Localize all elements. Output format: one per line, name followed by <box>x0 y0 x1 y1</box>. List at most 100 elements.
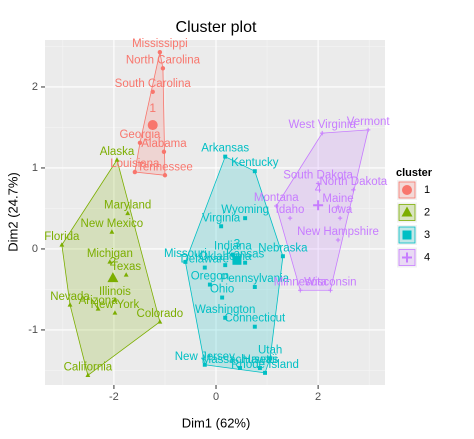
center-label: 3 <box>234 236 241 250</box>
point <box>183 259 188 264</box>
point <box>335 204 341 210</box>
point-label: Oregon <box>191 271 229 283</box>
point <box>238 366 242 370</box>
point-label: Minnesota <box>274 276 328 288</box>
point <box>320 130 325 136</box>
point <box>147 120 158 131</box>
point <box>401 206 413 217</box>
point <box>132 169 138 175</box>
y-tick-label: 0 <box>32 243 38 255</box>
point-label: Pennsylvania <box>221 273 290 285</box>
point <box>112 310 118 315</box>
point <box>107 259 113 264</box>
point-label: Illinois <box>99 286 131 298</box>
point-label: North Dakota <box>319 176 387 188</box>
point <box>243 216 248 221</box>
center-label: 2 <box>110 254 117 268</box>
point-label: Wyoming <box>221 204 269 216</box>
cluster-hull <box>61 158 161 376</box>
point-label: New Jersey <box>175 351 235 363</box>
point <box>137 140 143 146</box>
point <box>274 203 279 209</box>
point <box>252 324 257 329</box>
point-label: Idaho <box>276 204 305 216</box>
panel <box>45 40 385 385</box>
point-label: Georgia <box>119 129 161 141</box>
point <box>223 154 228 159</box>
point <box>202 265 207 270</box>
point-label: Wisconsin <box>304 276 356 288</box>
point <box>268 356 273 361</box>
point <box>335 237 341 243</box>
point <box>402 230 412 240</box>
point-label: Montana <box>254 192 299 204</box>
point-label: Rhode Island <box>231 359 299 371</box>
point <box>223 263 228 268</box>
y-axis-label: Dim2 (24.7%) <box>5 172 20 251</box>
point <box>150 89 155 95</box>
point-label: Iowa <box>328 204 353 216</box>
point-label: Mississippi <box>132 38 188 50</box>
point <box>287 215 293 221</box>
x-axis-label: Dim1 (62%) <box>182 415 251 430</box>
point <box>123 272 129 277</box>
point-label: Indiana <box>214 241 252 253</box>
point <box>95 306 101 311</box>
point <box>202 362 207 367</box>
point <box>114 157 120 162</box>
center-label: 1 <box>149 101 156 115</box>
point-label: Colorado <box>137 308 184 320</box>
point <box>220 295 225 300</box>
point <box>219 224 224 229</box>
legend-label: 2 <box>424 206 430 218</box>
point <box>402 185 412 195</box>
legend-label: 3 <box>424 229 430 241</box>
y-tick-label: 2 <box>32 81 38 93</box>
cluster-hull <box>275 129 369 291</box>
point-label: Delaware <box>181 254 230 266</box>
point-label: Michigan <box>87 248 133 260</box>
point-label: Maine <box>322 193 353 205</box>
point <box>402 252 412 263</box>
point <box>328 288 333 293</box>
point <box>230 252 235 257</box>
point-label: Alaska <box>100 146 135 158</box>
point-label: West Virginia <box>289 119 357 131</box>
point-label: New Hampshire <box>297 226 379 238</box>
point-label: Hawaii <box>243 354 278 366</box>
chart-title: Cluster plot <box>176 19 257 36</box>
point <box>252 169 257 174</box>
point <box>160 66 166 71</box>
point <box>351 187 356 193</box>
point-label: Florida <box>44 231 80 243</box>
cluster-hull <box>134 52 166 176</box>
point <box>161 149 167 154</box>
point <box>252 285 257 289</box>
point-label: Louisiana <box>110 158 160 170</box>
point-label: New Mexico <box>81 218 144 230</box>
y-tick-label: 1 <box>32 162 38 174</box>
point <box>107 272 119 283</box>
point <box>280 254 285 259</box>
point <box>337 215 343 221</box>
point-label: New York <box>91 299 140 311</box>
point-label: South Carolina <box>115 78 192 90</box>
point-label: Nevada <box>50 291 90 303</box>
point-label: Alabama <box>141 138 187 150</box>
x-tick-label: 0 <box>213 391 219 403</box>
point-label: Kentucky <box>231 157 279 169</box>
point <box>223 315 228 320</box>
point-label: South Dakota <box>283 169 353 181</box>
point <box>112 297 118 302</box>
point-label: Nebraska <box>258 242 308 254</box>
x-tick-label: 2 <box>315 391 321 403</box>
legend-label: 1 <box>424 184 430 196</box>
point-label: Missouri <box>164 248 207 260</box>
point-label: Ohio <box>210 284 234 296</box>
y-tick-label: -1 <box>28 324 38 336</box>
point <box>263 370 268 375</box>
point-label: Washington <box>195 304 255 316</box>
point-label: Texas <box>111 261 141 273</box>
